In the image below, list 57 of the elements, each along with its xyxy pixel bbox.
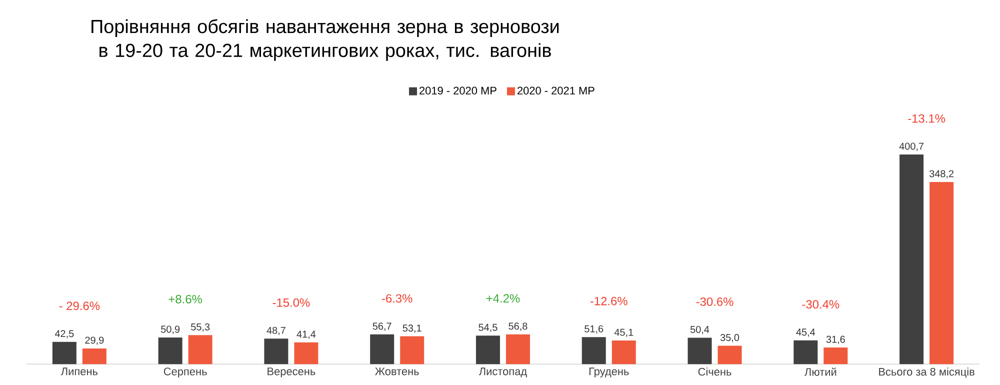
bar bbox=[506, 334, 530, 364]
bar bbox=[824, 348, 848, 364]
bar bbox=[158, 337, 182, 364]
data-label: 54,5 bbox=[478, 324, 498, 332]
bar bbox=[294, 342, 318, 364]
annotation: +4.2% bbox=[486, 294, 520, 303]
annotation: -6.3% bbox=[382, 294, 412, 303]
x-tick-label: Грудень bbox=[589, 368, 629, 378]
x-tick-label: Серпень bbox=[164, 368, 207, 378]
x-tick-label: Вересень bbox=[268, 368, 316, 378]
annotation: +8.6% bbox=[168, 294, 202, 304]
x-tick-label: Лютий bbox=[804, 368, 836, 376]
bar bbox=[794, 340, 818, 364]
x-tick-label: Всього за 8 місяців bbox=[879, 368, 974, 378]
annotation: -30.4% bbox=[802, 300, 840, 309]
data-label: 400,7 bbox=[899, 142, 924, 151]
data-label: 42,5 bbox=[54, 330, 74, 338]
data-label: 50,9 bbox=[161, 326, 180, 334]
bar bbox=[52, 342, 76, 364]
data-label: 51,6 bbox=[584, 325, 604, 334]
bar bbox=[612, 340, 636, 364]
chart-title: Порівняння обсягів навантаження зерна в зерновози в 19-20 та 20-21 маркетингових роках, тис. вагонів bbox=[92, 19, 559, 61]
legend-label: 2020 - 2021 МР bbox=[518, 86, 594, 95]
data-label: 45,4 bbox=[796, 328, 816, 337]
annotation: -30.6% bbox=[696, 297, 734, 306]
data-label: 56,7 bbox=[372, 322, 392, 331]
x-tick-label: Січень bbox=[698, 368, 732, 376]
data-label: 53,1 bbox=[402, 324, 422, 333]
bar bbox=[900, 154, 924, 364]
data-label: 45,1 bbox=[614, 328, 634, 337]
bar bbox=[582, 337, 606, 364]
bar bbox=[476, 336, 500, 364]
x-tick-label: Листопад bbox=[478, 368, 527, 378]
x-tick-label: Жовтень bbox=[375, 368, 419, 376]
annotation: -15.0% bbox=[272, 298, 310, 307]
data-label: 348,2 bbox=[929, 170, 954, 178]
bar bbox=[370, 334, 394, 364]
data-label: 31,6 bbox=[826, 336, 845, 344]
bar bbox=[82, 348, 106, 364]
data-label: 29,9 bbox=[85, 336, 104, 345]
bar bbox=[188, 335, 212, 364]
bar bbox=[400, 336, 424, 364]
annotation: - 29.6% bbox=[59, 302, 100, 310]
data-label: 41,4 bbox=[296, 330, 316, 339]
legend-label: 2019 - 2020 МР bbox=[420, 86, 496, 95]
bar bbox=[264, 338, 288, 364]
x-tick-label: Липень bbox=[60, 368, 98, 376]
data-label: 56,8 bbox=[508, 322, 528, 331]
text: -13.1% bbox=[908, 114, 946, 123]
data-label: 55,3 bbox=[191, 323, 210, 332]
data-label: 35,0 bbox=[720, 334, 740, 342]
bar bbox=[688, 338, 712, 364]
data-label: 50,4 bbox=[690, 326, 710, 334]
annotation: -12.6% bbox=[590, 296, 628, 306]
bar bbox=[930, 182, 954, 364]
bar bbox=[718, 346, 742, 364]
data-label: 48,7 bbox=[266, 326, 286, 336]
